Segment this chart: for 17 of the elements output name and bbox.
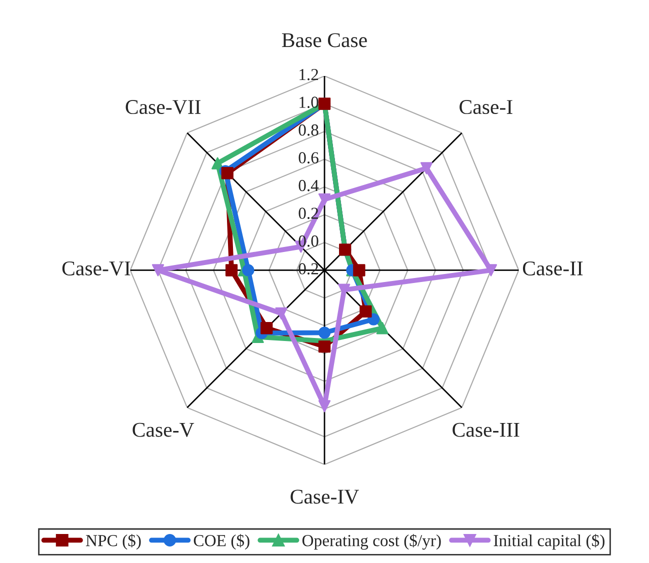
y-tick-label: 0.8 (298, 124, 318, 136)
spoke-label: Case-IV (290, 490, 359, 504)
spoke-label: Case-VII (126, 100, 201, 114)
y-tick-label: 0.4 (298, 180, 319, 192)
spoke-label: Case-VI (62, 261, 130, 276)
y-tick-label: 0.6 (298, 152, 318, 164)
spoke-label: Case-V (132, 422, 194, 437)
y-tick-label: 1.2 (300, 68, 318, 80)
y-tick-label: 1.0 (300, 96, 318, 108)
legend-label: Initial capital ($) (494, 534, 604, 550)
spoke-label: Base Case (282, 33, 367, 48)
legend-label: NPC ($) (86, 534, 141, 550)
legend-label: COE ($) (194, 534, 250, 550)
legend-label: Operating cost ($/yr) (302, 534, 441, 550)
spoke-label: Case-III (452, 422, 520, 437)
spoke-label: Case-I (460, 100, 512, 114)
spoke-label: Case-II (522, 261, 583, 276)
